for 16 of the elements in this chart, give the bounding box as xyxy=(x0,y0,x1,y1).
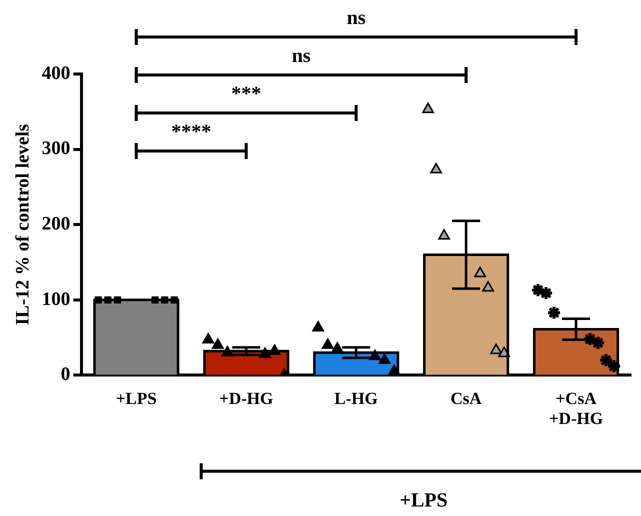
y-tick-label: 300 xyxy=(42,138,70,160)
y-tick-label: 200 xyxy=(42,214,70,235)
y-tick-label: 400 xyxy=(42,62,70,84)
x-tick-label: +LPS xyxy=(116,388,157,408)
x-tick-label: +CsA +D-HG xyxy=(548,388,604,428)
y-tick-label: 100 xyxy=(42,288,70,310)
annotation: *** xyxy=(231,83,262,106)
y-axis-title: IL-12 % of control levels xyxy=(12,124,34,326)
text: +LPS xyxy=(400,489,448,512)
text: ns xyxy=(346,7,366,30)
annotation: **** xyxy=(171,121,212,144)
x-tick-label: L-HG xyxy=(334,388,378,408)
text: ns xyxy=(292,45,311,68)
x-tick-label: +D-HG xyxy=(219,388,274,408)
y-tick-label: 0 xyxy=(60,364,70,386)
x-tick-label: CsA xyxy=(450,388,482,408)
